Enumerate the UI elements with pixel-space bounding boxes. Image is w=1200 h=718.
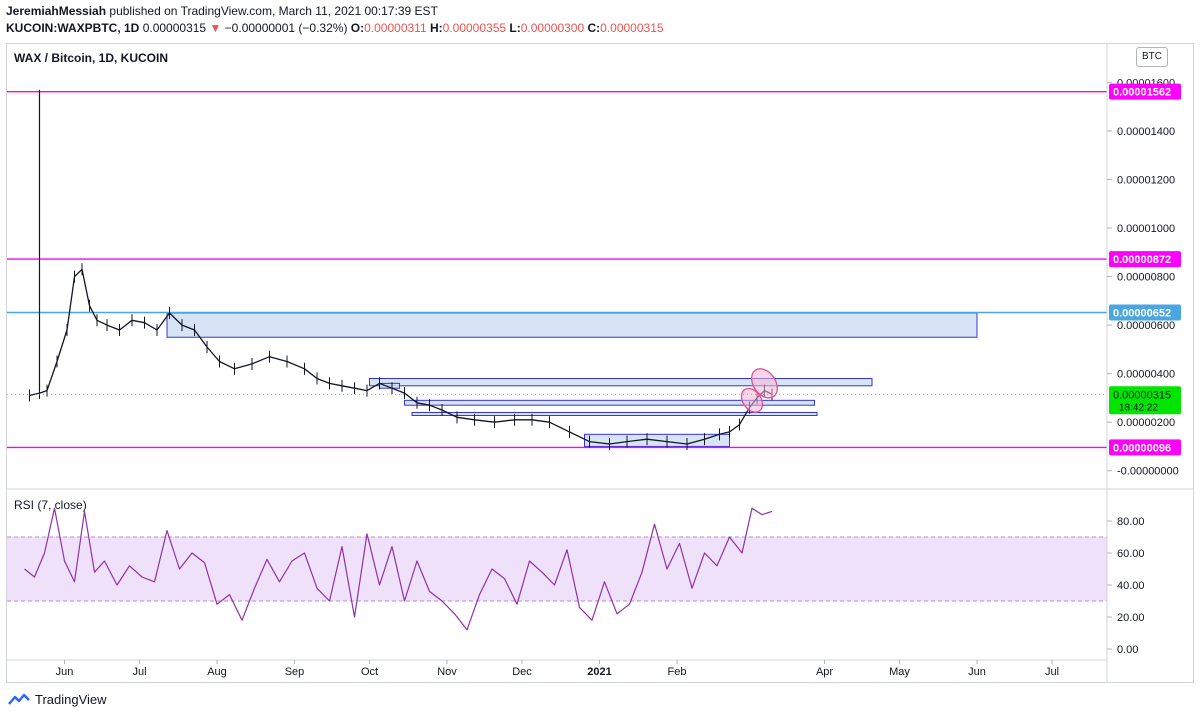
level-price-label: 0.00000872 <box>1113 254 1171 266</box>
price-pane <box>7 89 1107 451</box>
price-series-line <box>29 268 773 445</box>
highlight-ellipse <box>750 368 779 399</box>
tradingview-logo-icon <box>8 693 30 705</box>
last-price: 0.00000315 <box>142 21 207 35</box>
rsi-tick-label: 40.00 <box>1117 580 1145 592</box>
time-tick-label: Aug <box>207 666 227 678</box>
price-tick-label: 0.00000800 <box>1117 272 1175 284</box>
footer[interactable]: TradingView <box>8 692 107 707</box>
price-tick-label: 0.00000200 <box>1117 417 1175 429</box>
low-value: 0.00000300 <box>520 21 585 35</box>
price-tick-label: 0.00001200 <box>1117 175 1175 187</box>
level-price-tag <box>1109 439 1181 456</box>
footer-brand: TradingView <box>35 692 107 707</box>
rsi-legend[interactable]: RSI (7, close) <box>14 498 87 512</box>
bar-countdown: 18:42:22 <box>1119 402 1158 413</box>
price-tick-label: -0.00000000 <box>1117 466 1179 478</box>
ohlc-line: KUCOIN:WAXPBTC, 1D 0.00000315 ▼ −0.00000… <box>6 21 664 35</box>
rsi-pane <box>7 507 1107 631</box>
time-tick-label: Feb <box>668 666 687 678</box>
time-tick-label: Nov <box>437 666 457 678</box>
price-tick-label: 0.00001400 <box>1117 126 1175 138</box>
time-tick-label: Jun <box>968 666 986 678</box>
last-price-label: 0.00000315 <box>1113 389 1171 401</box>
publish-info: JeremiahMessiah published on TradingView… <box>6 4 438 18</box>
time-tick-label: 2021 <box>587 666 611 678</box>
time-tick-label: Sep <box>285 666 305 678</box>
chart-title[interactable]: WAX / Bitcoin, 1D, KUCOIN <box>14 51 169 65</box>
rsi-series-line <box>24 507 773 631</box>
close-value: 0.00000315 <box>600 21 664 35</box>
axes: 0.000016000.000014000.000012000.00001000… <box>6 44 1194 683</box>
support-zone <box>411 411 818 416</box>
time-tick-label: Jul <box>132 666 146 678</box>
price-change: −0.00000001 (−0.32%) <box>224 21 348 35</box>
open-value: 0.00000311 <box>364 21 427 35</box>
symbol-label: KUCOIN:WAXPBTC, 1D <box>6 21 140 35</box>
publish-text: published on TradingView.com, March 11, … <box>109 4 438 18</box>
chart-frame <box>6 43 1194 683</box>
time-tick-label: Oct <box>361 666 378 678</box>
time-tick-label: Apr <box>816 666 833 678</box>
currency-button[interactable]: BTC <box>1136 47 1168 67</box>
price-tick-label: 0.00000600 <box>1117 320 1175 332</box>
high-label: H: <box>429 21 443 35</box>
support-zone <box>166 312 978 338</box>
time-tick-label: Dec <box>512 666 532 678</box>
close-label: C: <box>587 21 601 35</box>
price-tick-label: 0.00000400 <box>1117 369 1175 381</box>
level-price-tag <box>1109 83 1181 100</box>
author-name[interactable]: JeremiahMessiah <box>6 4 107 18</box>
time-tick-label: Jul <box>1045 666 1059 678</box>
down-arrow-icon: ▼ <box>209 21 222 35</box>
time-tick-label: May <box>889 666 910 678</box>
support-zone <box>404 399 815 406</box>
rsi-tick-label: 80.00 <box>1117 516 1145 528</box>
last-price-tag <box>1109 386 1181 415</box>
level-price-tag <box>1109 304 1181 321</box>
time-tick-label: Jun <box>56 666 74 678</box>
level-price-label: 0.00000096 <box>1113 442 1171 454</box>
support-zone <box>369 378 873 387</box>
rsi-tick-label: 20.00 <box>1117 612 1145 624</box>
level-price-label: 0.00001562 <box>1113 87 1171 99</box>
rsi-tick-label: 60.00 <box>1117 548 1145 560</box>
highlight-ellipse <box>740 387 764 413</box>
level-price-label: 0.00000652 <box>1113 307 1171 319</box>
open-label: O: <box>350 21 365 35</box>
price-tick-label: 0.00001000 <box>1117 223 1175 235</box>
rsi-tick-label: 0.00 <box>1117 644 1138 656</box>
high-value: 0.00000355 <box>442 21 507 35</box>
low-label: L: <box>509 21 521 35</box>
rsi-band <box>7 537 1107 601</box>
level-price-tag <box>1109 251 1181 268</box>
